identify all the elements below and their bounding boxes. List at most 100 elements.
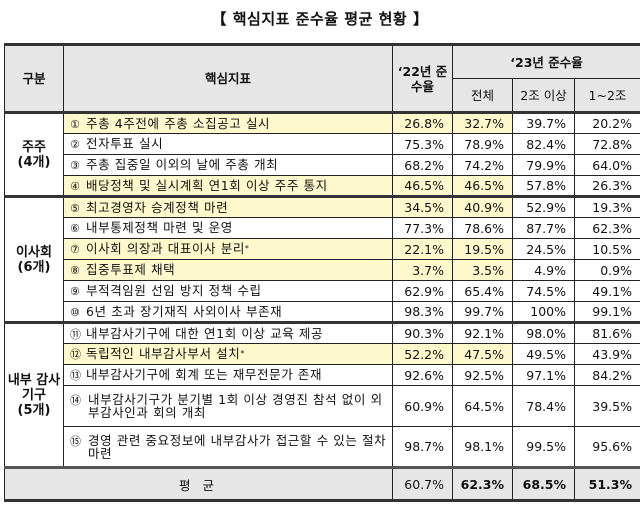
indicator-number: ⑪ (70, 327, 81, 341)
rate-2023-all: 78.6% (452, 217, 513, 239)
rate-2023-over2t: 78.4% (512, 385, 575, 427)
rate-2022: 3.7% (392, 259, 453, 281)
rate-2022: 98.3% (392, 301, 453, 323)
table-row: 내부 감사 기구 (5개) ⑪ 내부감사기구에 대한 연1회 이상 교육 제공 90.3… (4, 321, 640, 468)
indicator-text: 내부감사기구가 분기별 1회 이상 경영진 참석 없이 외부감사인과 회의 개최 (88, 392, 383, 420)
rate-2023-over2t: 100% (512, 301, 575, 323)
rate-2023-all: 47.5% (452, 343, 513, 365)
rate-2023-all: 74.2% (452, 154, 513, 176)
indicator-text: 독립적인 내부감사부서 설치 (86, 346, 241, 361)
rate-2023-1to2t: 20.2% (574, 111, 640, 134)
indicator-cell: ⑬ 내부감사기구에 회계 또는 재무전문가 존재 (63, 364, 393, 386)
page-title: 【 핵심지표 준수율 평균 현황 】 (211, 10, 429, 28)
indicator-number: ⑮ (70, 434, 81, 448)
rate-2023-over2t: 52.9% (512, 195, 575, 218)
table-row: ⑥ 내부통제정책 마련 및 운영 77.3% 78.6% 87.7% 62.3% (5, 217, 640, 239)
rate-2023-1to2t: 81.6% (574, 321, 640, 344)
rate-2023-all: 92.5% (452, 364, 513, 386)
rate-2023-1to2t: 84.2% (574, 364, 640, 386)
rate-2022: 60.9% (392, 385, 453, 427)
table-row: ⑩ 6년 초과 장기재직 사외이사 부존재 98.3% 99.7% 100% 99.1% (5, 301, 640, 323)
group-label: 주주 (4개) (4, 111, 64, 197)
indicator-text: 주총 4주전에 주총 소집공고 실시 (86, 115, 271, 131)
group-label: 내부 감사 기구 (5개) (4, 321, 64, 468)
indicator-text: 전자투표 실시 (86, 136, 164, 151)
rate-2023-1to2t: 43.9% (574, 343, 640, 365)
group-count: (5개) (17, 402, 51, 418)
table-row: ⑧ 집중투표제 채택 3.7% 3.5% 4.9% 0.9% (5, 259, 640, 281)
rate-2022: 90.3% (392, 321, 453, 344)
rate-2023-over2t: 99.5% (512, 426, 575, 468)
rate-2022: 92.6% (392, 364, 453, 386)
rate-2023-1to2t: 64.0% (574, 154, 640, 176)
indicator-cell: ⑫ 독립적인 내부감사부서 설치* (63, 343, 393, 365)
rate-2023-over2t: 97.1% (512, 364, 575, 386)
indicator-text: 부적격임원 선임 방지 정책 수립 (86, 283, 262, 298)
indicator-number: ⑭ (70, 394, 81, 407)
group-name: 이사회 (16, 244, 52, 260)
header-2022-rate: ‘22년 준수율 (392, 43, 453, 113)
indicator-cell: ⑨ 부적격임원 선임 방지 정책 수립 (63, 280, 393, 302)
indicator-number: ① (70, 117, 80, 131)
indicator-cell: ⑪ 내부감사기구에 대한 연1회 이상 교육 제공 (63, 321, 393, 344)
group-name: 주주 (22, 139, 46, 155)
table-row: ② 전자투표 실시 75.3% 78.9% 82.4% 72.8% (5, 133, 640, 155)
indicator-text: 경영 관련 중요정보에 내부감사가 접근할 수 있는 절차 마련 (88, 432, 387, 461)
indicator-number: ⑩ (70, 305, 80, 319)
indicator-text: 내부감사기구에 회계 또는 재무전문가 존재 (86, 367, 323, 382)
indicator-cell: ② 전자투표 실시 (63, 133, 393, 155)
indicator-number: ⑦ (70, 243, 80, 256)
indicator-cell: ⑭ 내부감사기구가 분기별 1회 이상 경영진 참석 없이 외부감사인과 회의 개… (63, 385, 393, 427)
rate-2023-1to2t: 39.5% (574, 385, 640, 427)
rate-2023-1to2t: 95.6% (574, 426, 640, 468)
footer-2023-over2t: 68.5% (512, 466, 575, 502)
indicator-number: ⑥ (70, 222, 80, 235)
rate-2023-over2t: 57.8% (512, 175, 575, 197)
indicator-number: ⑤ (70, 201, 80, 215)
indicator-number: ④ (70, 179, 80, 193)
rate-2022: 52.2% (392, 343, 453, 365)
rate-2022: 77.3% (392, 217, 453, 239)
rate-2023-all: 46.5% (452, 175, 513, 197)
indicator-number: ⑫ (70, 348, 81, 361)
rate-2023-all: 40.9% (452, 195, 513, 218)
indicator-cell: ① 주총 4주전에 주총 소집공고 실시 (63, 111, 393, 134)
indicator-text: 6년 초과 장기재직 사외이사 부존재 (86, 303, 283, 319)
table-row: ⑫ 독립적인 내부감사부서 설치* 52.2% 47.5% 49.5% 43.9% (5, 343, 640, 365)
table-row: ③ 주총 집중일 이외의 날에 주총 개최 68.2% 74.2% 79.9% 64.0% (5, 154, 640, 176)
rate-2023-over2t: 82.4% (512, 133, 575, 155)
indicator-text: 이사회 의장과 대표이사 분리 (86, 241, 245, 256)
rate-2022: 98.7% (392, 426, 453, 468)
table-row: ⑬ 내부감사기구에 회계 또는 재무전문가 존재 92.6% 92.5% 97.1% 84… (5, 364, 640, 386)
indicator-number: ⑧ (70, 264, 80, 277)
rate-2023-all: 99.7% (452, 301, 513, 323)
indicator-cell: ⑧ 집중투표제 채택 (63, 259, 393, 281)
rate-2023-all: 98.1% (452, 426, 513, 468)
footnote-mark: * (240, 349, 245, 358)
table-row: ④ 배당정책 및 실시계획 연1회 이상 주주 통지 46.5% 46.5% 57.8%… (5, 175, 640, 197)
footer-2023-all: 62.3% (452, 466, 513, 502)
rate-2023-over2t: 98.0% (512, 321, 575, 344)
rate-2023-1to2t: 72.8% (574, 133, 640, 155)
table-row: ⑨ 부적격임원 선임 방지 정책 수립 62.9% 65.4% 74.5% 49.1% (5, 280, 640, 302)
rate-2023-1to2t: 19.3% (574, 195, 640, 218)
indicator-number: ⑨ (70, 285, 80, 298)
group-count: (4개) (17, 154, 51, 170)
header-indicator: 핵심지표 (63, 43, 393, 113)
footer-average-label: 평 균 (4, 466, 393, 502)
header-2023-rate: ‘23년 준수율 (452, 43, 640, 79)
rate-2022: 68.2% (392, 154, 453, 176)
rate-2023-all: 92.1% (452, 321, 513, 344)
indicator-cell: ⑩ 6년 초과 장기재직 사외이사 부존재 (63, 301, 393, 323)
rate-2022: 62.9% (392, 280, 453, 302)
indicator-text: 주총 집중일 이외의 날에 주총 개최 (86, 157, 279, 172)
rate-2023-over2t: 74.5% (512, 280, 575, 302)
footnote-mark: * (244, 244, 249, 253)
rate-2023-1to2t: 10.5% (574, 238, 640, 260)
header-2023-1to2t: 1~2조 (574, 78, 640, 113)
rate-2023-1to2t: 0.9% (574, 259, 640, 281)
header-2023-over2t: 2조 이상 (512, 78, 575, 113)
indicator-number: ③ (70, 159, 80, 172)
rate-2023-all: 78.9% (452, 133, 513, 155)
rate-2023-1to2t: 62.3% (574, 217, 640, 239)
